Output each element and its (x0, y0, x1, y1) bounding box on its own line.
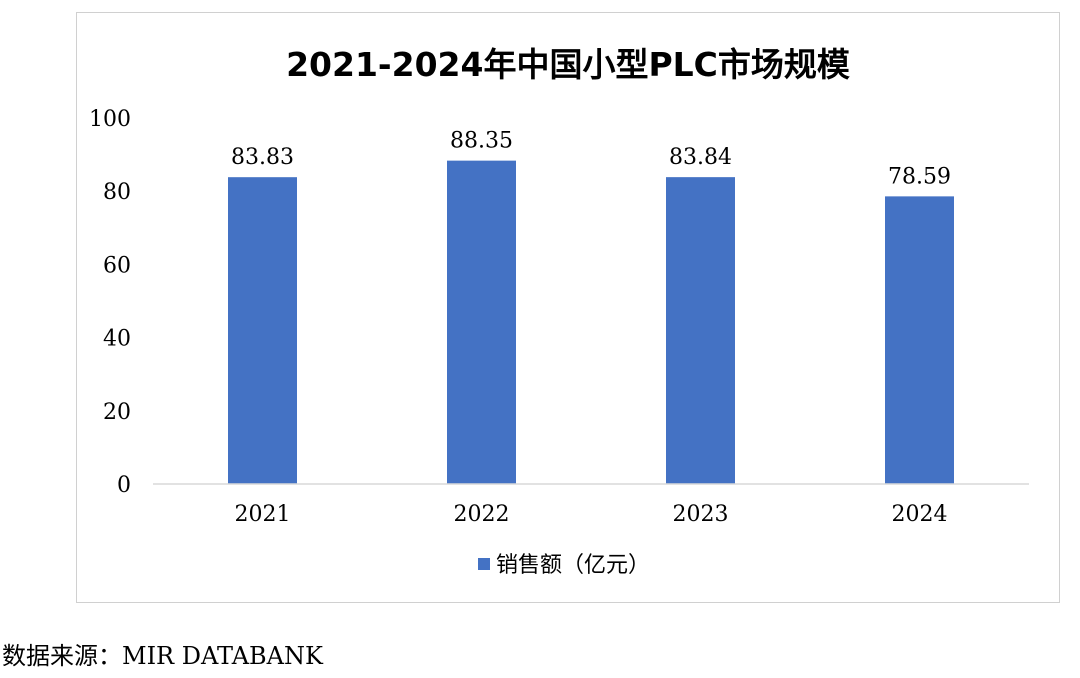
x-tick-label: 2023 (673, 502, 729, 527)
y-tick-label: 20 (103, 400, 131, 425)
x-tick-label: 2021 (235, 502, 291, 527)
y-tick-label: 60 (103, 253, 131, 278)
legend-label: 销售额（亿元） (496, 553, 650, 578)
x-tick-label: 2024 (892, 502, 948, 527)
y-tick-label: 40 (103, 327, 131, 352)
data-label: 83.83 (231, 145, 294, 170)
data-label: 78.59 (888, 164, 951, 189)
data-label: 88.35 (450, 129, 513, 154)
data-label: 83.84 (669, 145, 732, 170)
bar (666, 177, 735, 484)
source-note: 数据来源：MIR DATABANK (2, 642, 323, 670)
bar (228, 177, 297, 485)
chart-title: 2021-2024年中国小型PLC市场规模 (286, 45, 851, 84)
x-tick-label: 2022 (454, 502, 510, 527)
legend-swatch (478, 558, 490, 570)
bar (447, 160, 516, 484)
y-tick-label: 100 (89, 107, 131, 132)
y-tick-label: 80 (103, 180, 131, 205)
y-tick-label: 0 (117, 473, 131, 498)
bar (885, 196, 954, 484)
